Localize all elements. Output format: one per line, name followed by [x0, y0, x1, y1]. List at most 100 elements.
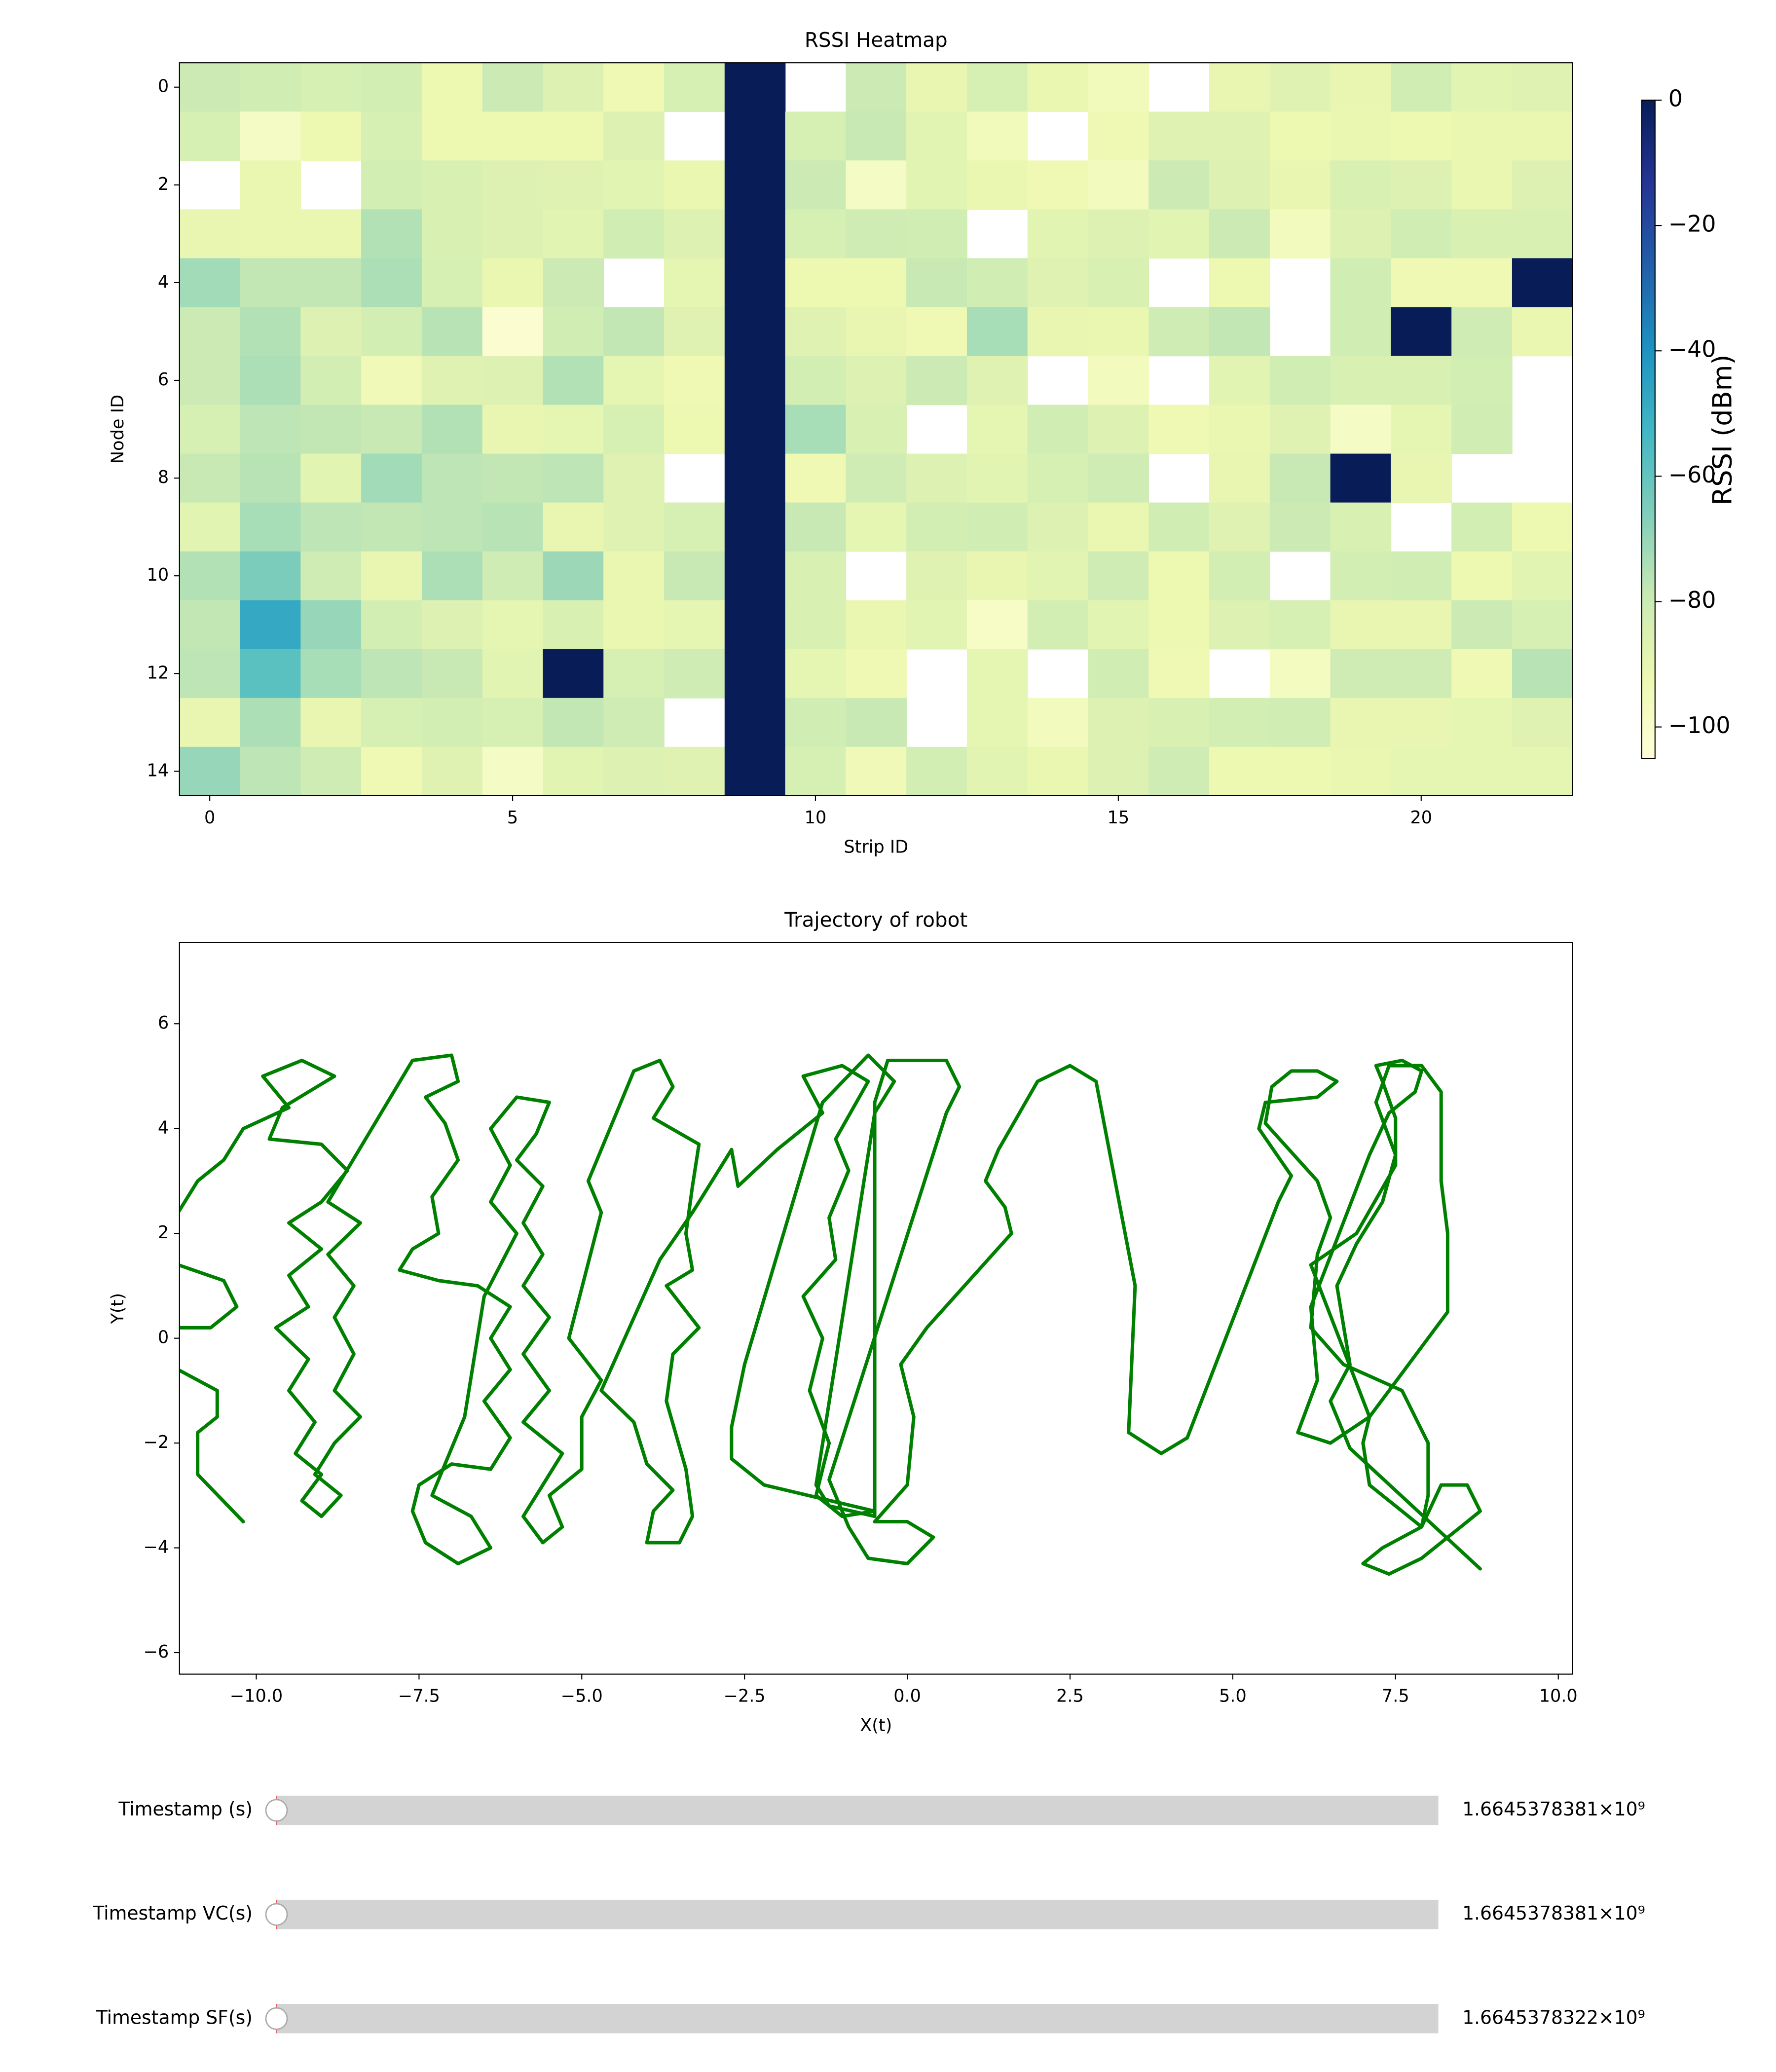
heat-cell [785, 405, 847, 454]
heat-cell [724, 209, 786, 259]
y-tick-label: 6 [158, 1013, 169, 1033]
heat-cell [1269, 160, 1331, 210]
slider-handle[interactable] [265, 1799, 288, 1822]
heat-cell [724, 111, 786, 161]
heat-cell [846, 453, 907, 503]
heat-cell [1148, 307, 1210, 357]
heat-cell [1027, 63, 1089, 112]
heat-cell [179, 551, 241, 601]
heat-cell [361, 111, 422, 161]
slider-value: 1.6645378381×10⁹ [1462, 1902, 1645, 1924]
heat-cell [1209, 698, 1270, 747]
y-tick-label: 2 [158, 1222, 169, 1243]
heat-cell [300, 502, 362, 552]
heat-cell [1451, 649, 1513, 699]
heat-cell [1512, 209, 1573, 259]
heat-cell [1391, 111, 1452, 161]
heat-cell [1330, 209, 1392, 259]
heat-cell [361, 307, 422, 357]
heat-cell [966, 160, 1028, 210]
heat-cell [543, 258, 604, 308]
heat-cell [1209, 502, 1270, 552]
heat-cell [1330, 405, 1392, 454]
x-tick-label: 7.5 [1382, 1686, 1409, 1706]
heat-cell [1027, 746, 1089, 796]
colorbar-tick-label: −20 [1668, 211, 1716, 237]
heat-cell [543, 649, 604, 699]
heat-cell [543, 698, 604, 747]
heat-cell [300, 551, 362, 601]
heat-cell [1330, 453, 1392, 503]
heat-cell [724, 258, 786, 308]
heat-cell [664, 63, 725, 112]
heat-cell [1148, 551, 1210, 601]
heat-cell [603, 63, 665, 112]
heat-cell [1269, 600, 1331, 650]
heat-cell [1088, 600, 1149, 650]
heat-cell [966, 258, 1028, 308]
heat-cell [1512, 502, 1573, 552]
heat-cell [906, 111, 967, 161]
heat-cell [300, 356, 362, 406]
heat-cell [543, 111, 604, 161]
heat-cell [1330, 649, 1392, 699]
heat-cell [300, 405, 362, 454]
heat-cell [421, 453, 483, 503]
heat-cell [1148, 111, 1210, 161]
heat-cell [1209, 63, 1270, 112]
heat-cell [603, 551, 665, 601]
heat-cell [1391, 209, 1452, 259]
heat-cell [1148, 502, 1210, 552]
heat-cell [1209, 746, 1270, 796]
heat-cell [1451, 502, 1513, 552]
heat-cell [240, 551, 301, 601]
heat-cell [603, 307, 665, 357]
heat-cell [482, 111, 544, 161]
colorbar-tick-label: −100 [1668, 712, 1731, 739]
slider-handle[interactable] [265, 1903, 288, 1926]
heat-cell [361, 209, 422, 259]
heat-cell [603, 356, 665, 406]
slider-track [276, 1795, 1439, 1825]
heat-cell [664, 160, 725, 210]
heat-cell [1451, 258, 1513, 308]
heat-cell [724, 63, 786, 112]
heat-cell [846, 63, 907, 112]
heat-cell [846, 649, 907, 699]
heat-cell [1269, 649, 1331, 699]
heat-cell [785, 502, 847, 552]
heat-cell [1269, 405, 1331, 454]
heat-cell [179, 600, 241, 650]
heat-cell [240, 746, 301, 796]
heat-cell [724, 160, 786, 210]
heat-cell [482, 600, 544, 650]
y-tick-label: 0 [158, 76, 169, 97]
heat-cell [1269, 209, 1331, 259]
slider-handle[interactable] [265, 2007, 288, 2030]
heat-cell [785, 600, 847, 650]
heat-cell [1391, 63, 1452, 112]
heat-cell [421, 356, 483, 406]
heat-cell [1451, 209, 1513, 259]
heat-cell [482, 209, 544, 259]
heat-cell [1451, 746, 1513, 796]
heat-cell [1451, 356, 1513, 406]
heat-cell [906, 307, 967, 357]
heat-cell [482, 551, 544, 601]
heat-cell [1330, 160, 1392, 210]
slider-track [276, 1899, 1439, 1929]
heat-cell [1269, 746, 1331, 796]
heat-cell [361, 63, 422, 112]
plot-frame [179, 62, 1573, 796]
heat-cell [361, 405, 422, 454]
y-tick-label: 4 [158, 1118, 169, 1138]
heat-cell [1269, 63, 1331, 112]
heat-cell [361, 258, 422, 308]
slider-track [276, 2003, 1439, 2034]
heat-cell [482, 746, 544, 796]
heat-cell [1209, 111, 1270, 161]
heat-cell [421, 63, 483, 112]
heat-cell [603, 746, 665, 796]
heat-cell [1209, 258, 1270, 308]
heat-cell [240, 405, 301, 454]
